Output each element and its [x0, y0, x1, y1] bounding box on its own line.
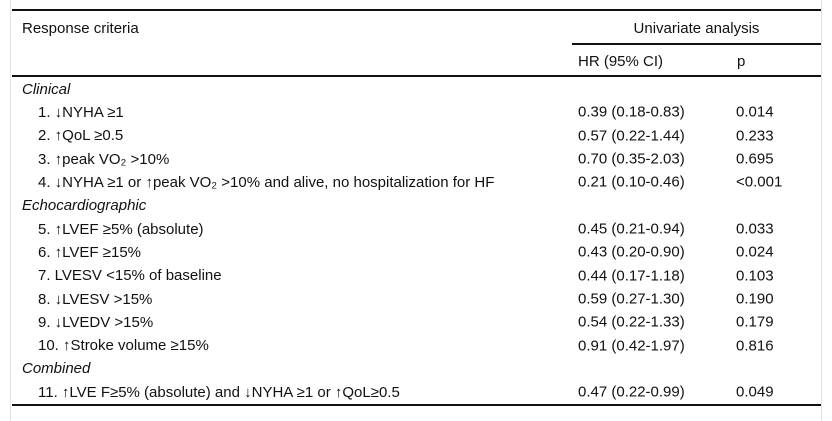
hr-ci-cell: 0.21 (0.10-0.46) — [578, 173, 685, 191]
table-row: 4. ↓NYHA ≥1 or ↑peak VO₂ >10% and alive,… — [11, 171, 821, 194]
criteria-cell: 7. LVESV <15% of baseline — [38, 267, 222, 285]
table-row: 7. LVESV <15% of baseline 0.44 (0.17-1.18… — [11, 264, 821, 287]
top-rule — [12, 9, 821, 11]
p-value-cell: 0.695 — [736, 150, 774, 168]
section-header: Clinical — [22, 80, 71, 98]
table-row: 11. ↑LVE F≥5% (absolute) and ↓NYHA ≥1 or… — [11, 381, 821, 404]
criteria-cell: 5. ↑LVEF ≥5% (absolute) — [38, 220, 204, 238]
table-row: 9. ↓LVEDV >15% 0.54 (0.22-1.33) 0.179 — [11, 311, 821, 334]
group-header-rule — [572, 43, 821, 45]
hr-ci-cell: 0.39 (0.18-0.83) — [578, 103, 685, 121]
table-row: 10. ↑Stroke volume ≥15% 0.91 (0.42-1.97) 0… — [11, 334, 821, 357]
p-value-cell: 0.049 — [736, 383, 774, 401]
table-row: 1. ↓NYHA ≥1 0.39 (0.18-0.83) 0.014 — [11, 101, 821, 124]
criteria-cell: 2. ↑QoL ≥0.5 — [38, 127, 124, 145]
p-value-cell: 0.024 — [736, 243, 774, 261]
hr-ci-cell: 0.43 (0.20-0.90) — [578, 243, 685, 261]
univariate-analysis-label: Univariate analysis — [633, 20, 760, 37]
p-value-cell: 0.816 — [736, 337, 774, 355]
hr-ci-cell: 0.57 (0.22-1.44) — [578, 127, 685, 145]
hr-ci-cell: 0.91 (0.42-1.97) — [578, 337, 685, 355]
bottom-rule — [12, 404, 821, 406]
hr-column-header: HR (95% CI) — [578, 53, 664, 70]
p-value-cell: 0.179 — [736, 313, 774, 331]
criteria-cell: 3. ↑peak VO₂ >10% — [38, 150, 170, 168]
table-row: 5. ↑LVEF ≥5% (absolute) 0.45 (0.21-0.94) 0… — [11, 217, 821, 240]
table-row: 2. ↑QoL ≥0.5 0.57 (0.22-1.44) 0.233 — [11, 124, 821, 147]
hr-ci-cell: 0.59 (0.27-1.30) — [578, 290, 685, 308]
hr-ci-cell: 0.47 (0.22-0.99) — [578, 383, 685, 401]
p-value-cell: <0.001 — [736, 173, 783, 191]
criteria-cell: 10. ↑Stroke volume ≥15% — [38, 337, 209, 355]
table-row: 6. ↑LVEF ≥15% 0.43 (0.20-0.90) 0.024 — [11, 241, 821, 264]
criteria-cell: 9. ↓LVEDV >15% — [38, 313, 154, 331]
criteria-cell: 11. ↑LVE F≥5% (absolute) and ↓NYHA ≥1 or… — [38, 383, 400, 401]
table-row: 3. ↑peak VO₂ >10% 0.70 (0.35-2.03) 0.695 — [11, 147, 821, 170]
p-value-cell: 0.233 — [736, 127, 774, 145]
criteria-cell: 1. ↓NYHA ≥1 — [38, 103, 124, 121]
hr-ci-cell: 0.70 (0.35-2.03) — [578, 150, 685, 168]
hr-ci-cell: 0.44 (0.17-1.18) — [578, 267, 685, 285]
univariate-analysis-group-header: Univariate analysis — [572, 20, 821, 37]
p-column-header: p — [737, 53, 746, 70]
table-row: 8. ↓LVESV >15% 0.59 (0.27-1.30) 0.190 — [11, 287, 821, 310]
p-value-cell: 0.033 — [736, 220, 774, 238]
p-value-cell: 0.014 — [736, 103, 774, 121]
section-header: Combined — [22, 360, 91, 378]
table-body: Clinical 1. ↓NYHA ≥1 0.39 (0.18-0.83) 0.014… — [11, 77, 821, 404]
criteria-cell: 6. ↑LVEF ≥15% — [38, 243, 142, 261]
header-body-rule — [12, 75, 821, 78]
hr-ci-cell: 0.45 (0.21-0.94) — [578, 220, 685, 238]
section-header: Echocardiographic — [22, 197, 147, 215]
p-value-cell: 0.103 — [736, 267, 774, 285]
table-frame: Response criteria Univariate analysis HR… — [10, 0, 822, 421]
criteria-cell: 8. ↓LVESV >15% — [38, 290, 153, 308]
hr-ci-cell: 0.54 (0.22-1.33) — [578, 313, 685, 331]
response-criteria-header: Response criteria — [22, 20, 139, 37]
p-value-cell: 0.190 — [736, 290, 774, 308]
criteria-cell: 4. ↓NYHA ≥1 or ↑peak VO₂ >10% and alive,… — [38, 173, 495, 191]
